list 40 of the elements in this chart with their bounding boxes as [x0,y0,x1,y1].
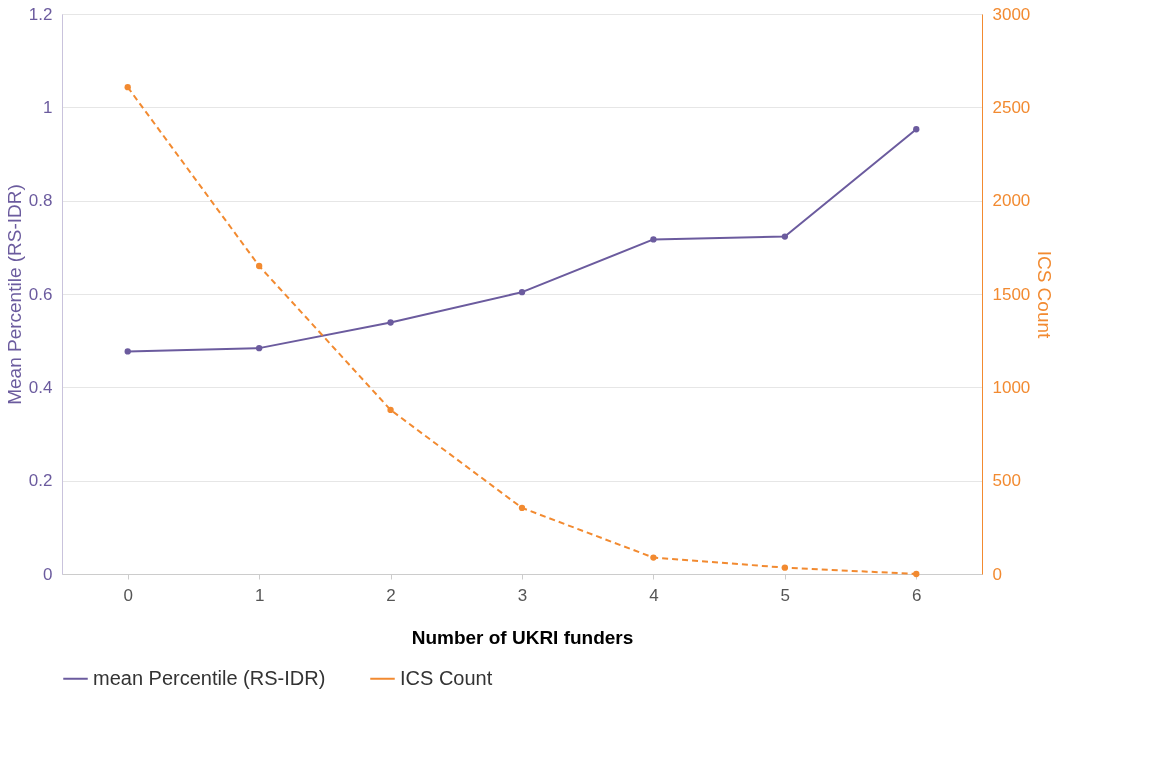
x-tick-label: 2 [386,585,396,605]
y2-tick-label: 1500 [992,284,1031,304]
point [650,236,657,243]
x-tick-label: 4 [649,585,659,605]
x-tick-label: 3 [517,585,528,605]
point [781,564,789,571]
point [124,84,131,91]
point [518,504,526,512]
y2-tick-label: 0 [992,564,1002,584]
y2-tick-label: 1000 [992,377,1031,397]
x-tick-label: 1 [254,585,265,605]
legend-label: mean Percentile (RS-IDR) [93,666,326,689]
point [255,262,263,270]
y2-tick-label: 3000 [992,4,1031,24]
y-tick-label: 1.2 [28,4,53,24]
y-tick-label: 0 [43,564,53,584]
y-tick-label: 0.6 [28,284,53,304]
x-tick-label: 5 [780,585,791,605]
y-axis-title: Mean Percentile (RS-IDR) [3,184,25,405]
point [124,348,131,355]
x-tick-label: 0 [123,585,133,605]
y2-axis-title: ICS Count [1034,250,1056,340]
point [518,288,526,296]
y2-tick-label: 500 [992,471,1021,491]
x-tick-label: 6 [912,585,922,605]
y-tick-label: 1 [43,97,53,117]
y2-tick-label: 2000 [992,191,1031,211]
y2-tick-label: 2500 [992,97,1031,117]
point [387,319,394,326]
y-tick-label: 0.2 [28,471,53,491]
point [913,570,920,578]
x-axis-title: Number of UKRI funders [411,626,634,648]
point [781,233,789,240]
point [650,554,657,561]
point [387,406,394,414]
y-tick-label: 0.4 [28,377,53,397]
y-tick-label: 0.8 [28,191,53,211]
point [913,126,920,133]
legend-label: ICS Count [400,666,493,689]
point [255,344,263,352]
